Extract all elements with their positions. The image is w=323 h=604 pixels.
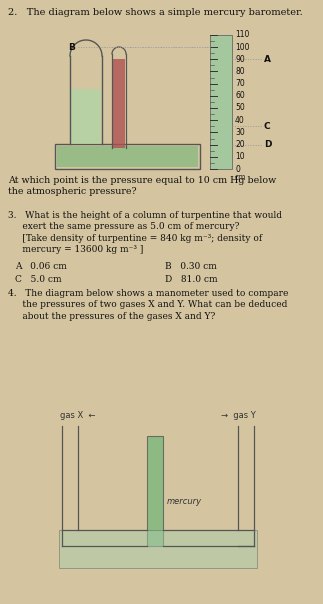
Text: C   5.0 cm: C 5.0 cm bbox=[15, 275, 62, 284]
Text: 60: 60 bbox=[235, 91, 245, 100]
Bar bbox=[210, 35, 232, 169]
Text: 50: 50 bbox=[235, 103, 245, 112]
Text: 40: 40 bbox=[235, 116, 245, 124]
Text: 30: 30 bbox=[235, 128, 245, 137]
Text: 110: 110 bbox=[235, 30, 249, 39]
Text: At which point is the pressure equal to 10 cm Hg below
the atmospheric pressure?: At which point is the pressure equal to … bbox=[8, 176, 276, 196]
Text: D: D bbox=[264, 140, 272, 149]
Text: D   81.0 cm: D 81.0 cm bbox=[165, 275, 218, 284]
Text: 10: 10 bbox=[235, 152, 245, 161]
Bar bbox=[147, 436, 163, 546]
Text: 4.   The diagram below shows a manometer used to compare
     the pressures of t: 4. The diagram below shows a manometer u… bbox=[8, 289, 288, 321]
Text: →  gas Y: → gas Y bbox=[221, 411, 256, 420]
Bar bbox=[57, 146, 198, 167]
Text: 2.   The diagram below shows a simple mercury barometer.: 2. The diagram below shows a simple merc… bbox=[8, 8, 303, 17]
Text: 90: 90 bbox=[235, 55, 245, 63]
Text: 20: 20 bbox=[235, 140, 245, 149]
Text: 0: 0 bbox=[235, 164, 240, 173]
Bar bbox=[59, 530, 257, 568]
Text: 70: 70 bbox=[235, 79, 245, 88]
Text: B   0.30 cm: B 0.30 cm bbox=[165, 262, 217, 271]
Bar bbox=[113, 59, 125, 148]
Bar bbox=[55, 144, 200, 169]
Text: cm: cm bbox=[235, 173, 246, 182]
Text: C: C bbox=[264, 122, 271, 131]
Text: mercury: mercury bbox=[167, 496, 202, 506]
Text: 80: 80 bbox=[235, 67, 245, 76]
Text: A: A bbox=[264, 55, 271, 63]
Text: 3.   What is the height of a column of turpentine that would
     exert the same: 3. What is the height of a column of tur… bbox=[8, 211, 282, 254]
Text: gas X  ←: gas X ← bbox=[60, 411, 96, 420]
Text: 100: 100 bbox=[235, 42, 249, 51]
Text: A   0.06 cm: A 0.06 cm bbox=[15, 262, 67, 271]
Text: B: B bbox=[68, 42, 75, 51]
Bar bbox=[71, 89, 101, 144]
